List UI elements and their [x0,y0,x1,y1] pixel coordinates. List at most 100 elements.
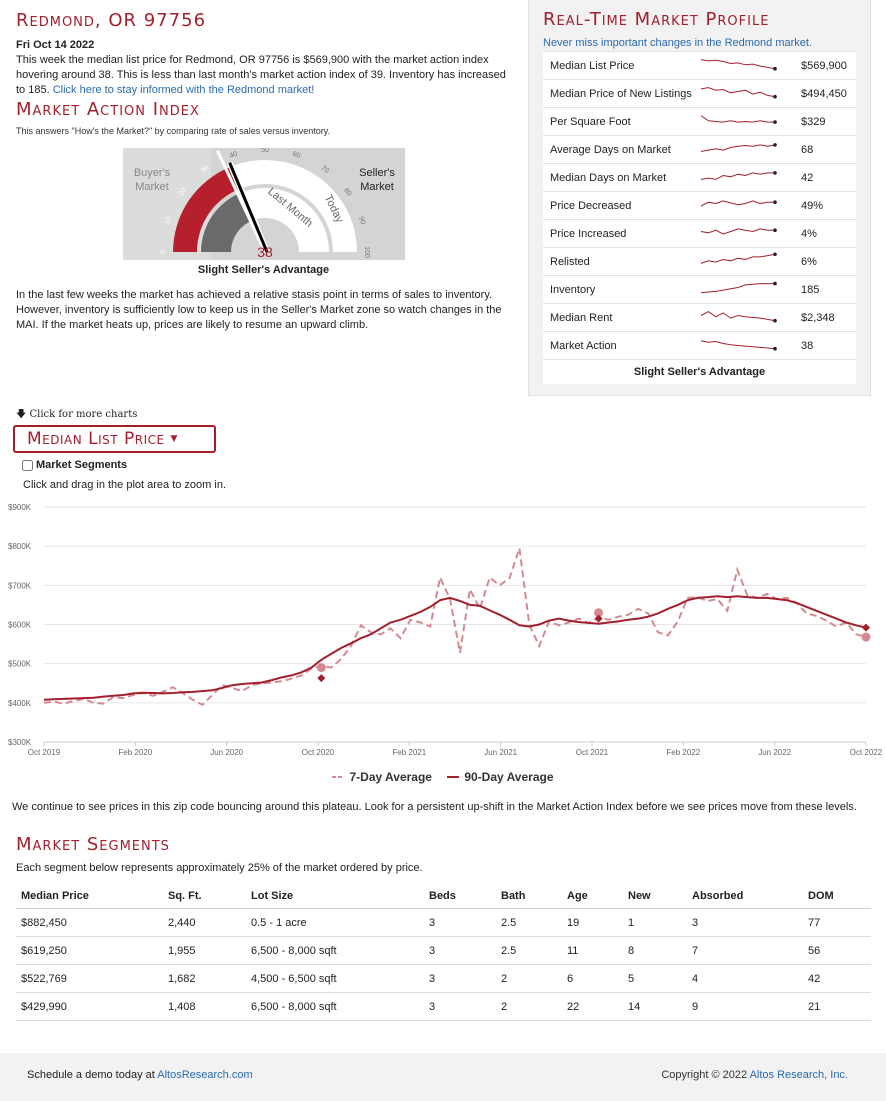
chart-type-label: Median List Price [27,429,165,449]
segments-cell: $619,250 [16,936,163,965]
segments-column-header[interactable]: Beds [424,883,496,909]
sparkline-icon [700,143,777,152]
sellers-market-label: Market [360,181,394,193]
seven-day-marker[interactable] [594,608,604,618]
profile-row-value: $569,900 [793,51,856,80]
segments-cell: $522,769 [16,964,163,993]
profile-row-label: Median Days on Market [543,163,699,192]
profile-row-value: $2,348 [793,303,856,332]
segments-cell: 42 [803,964,871,993]
segments-cell: 22 [562,992,623,1021]
ninety-day-marker[interactable] [862,623,870,632]
profile-row-label: Relisted [543,247,699,276]
footer-demo: Schedule a demo today at AltosResearch.c… [27,1069,253,1081]
sparkline-icon [700,87,777,99]
segments-cell: 3 [424,964,496,993]
market-segments-checkbox[interactable] [22,459,33,471]
gauge-tick-label: 0 [160,250,167,254]
mai-gauge-svg: 0 10 20 30 40 50 60 70 80 90 100 Buyer's Market Selle… [134,147,405,260]
legend-seven-day[interactable]: 7-Day Average [332,770,432,784]
stay-informed-link[interactable]: Click here to stay informed with the Red… [52,84,315,96]
market-segments-toggle[interactable]: Market Segments [22,459,127,471]
solid-line-icon [447,776,460,778]
segments-cell: 2 [496,992,562,1021]
seven-day-marker[interactable] [861,632,871,642]
mai-caption: Slight Seller's Advantage [197,264,330,276]
chart-type-dropdown[interactable]: Median List Price ▼ [13,425,216,453]
sparkline-icon [700,281,777,294]
x-tick-label: Oct 2021 [576,748,609,757]
more-charts-hint[interactable]: 🡇 Click for more charts [16,407,137,424]
segments-cell: $882,450 [16,908,163,937]
x-tick-label: Oct 2019 [28,748,61,757]
profile-row-label: Price Increased [543,219,699,248]
gauge-tick-label: 50 [261,148,269,154]
segments-column-header[interactable]: DOM [803,883,871,909]
profile-footer-label: Slight Seller's Advantage [543,359,856,384]
mai-paragraph: In the last few weeks the market has ach… [16,289,502,331]
gauge-tick-label: 40 [229,151,239,160]
profile-row: Median Price of New Listings $494,450 [543,79,856,108]
gauge-tick-label: 30 [200,165,211,175]
arrow-down-icon: 🡇 [16,409,27,420]
city-title: Redmond, OR 97756 [16,10,207,31]
gauge-today-arc [173,166,240,252]
profile-row-value: 42 [793,163,856,192]
ninety-day-marker[interactable] [594,614,603,623]
profile-row-label: Median Price of New Listings [543,79,699,108]
sparkline-icon [700,252,777,264]
summary-body: This week the median list price for Redm… [16,54,506,96]
ninety-day-marker[interactable] [317,674,326,683]
mai-description: This answers "How's the Market?" by comp… [16,126,331,136]
segments-cell: 8 [623,936,687,965]
altos-company-link[interactable]: Altos Research, Inc. [749,1069,848,1081]
segments-cell: 19 [562,908,623,937]
profile-sparkline [699,107,793,136]
x-tick-label: Jun 2020 [210,748,243,757]
gauge-tick-label: 100 [363,246,370,258]
segments-column-header[interactable]: Median Price [16,883,163,909]
segments-column-header[interactable]: Absorbed [687,883,803,909]
profile-row: Median Days on Market 42 [543,163,856,192]
segments-cell: 56 [803,936,871,965]
segments-column-header[interactable]: Lot Size [246,883,424,909]
buyers-market-label: Market [135,181,169,193]
segments-cell: 14 [623,992,687,1021]
report-date: Fri Oct 14 2022 [16,39,95,51]
segments-column-header[interactable]: Sq. Ft. [163,883,246,909]
page-footer: Schedule a demo today at AltosResearch.c… [0,1053,886,1101]
segments-cell: 2 [496,964,562,993]
profile-sparkline [699,275,793,304]
segments-cell: 4,500 - 6,500 sqft [246,964,424,993]
gauge-tick-label: 60 [292,151,302,160]
profile-sparkline [699,219,793,248]
profile-sparkline [699,79,793,108]
x-tick-label: Feb 2021 [392,748,426,757]
profile-row: Price Decreased 49% [543,191,856,220]
profile-row-label: Median List Price [543,51,699,80]
segments-title: Market Segments [16,834,170,855]
profile-tagline-link[interactable]: Never miss important changes in the Redm… [543,37,813,49]
profile-row-label: Market Action [543,331,699,360]
segments-cell: 3 [424,908,496,937]
profile-row-value: 4% [793,219,856,248]
profile-row-value: 49% [793,191,856,220]
seven-day-marker[interactable] [316,663,326,673]
profile-row: Market Action 38 [543,331,856,360]
footer-copyright: Copyright © 2022 Altos Research, Inc. [661,1069,848,1081]
segments-cell: 2.5 [496,908,562,937]
more-charts-label: Click for more charts [29,409,138,420]
segments-column-header[interactable]: Bath [496,883,562,909]
profile-row: Median Rent $2,348 [543,303,856,332]
x-tick-label: Feb 2020 [118,748,152,757]
legend-ninety-day[interactable]: 90-Day Average [447,770,554,784]
buyers-market-label: Buyer's [134,167,171,179]
segments-column-header[interactable]: New [623,883,687,909]
profile-row-value: $329 [793,107,856,136]
summary-text: This week the median list price for Redm… [16,53,511,98]
profile-row: Per Square Foot $329 [543,107,856,136]
segments-column-header[interactable]: Age [562,883,623,909]
x-tick-label: Jun 2022 [758,748,791,757]
altos-site-link[interactable]: AltosResearch.com [157,1069,253,1081]
